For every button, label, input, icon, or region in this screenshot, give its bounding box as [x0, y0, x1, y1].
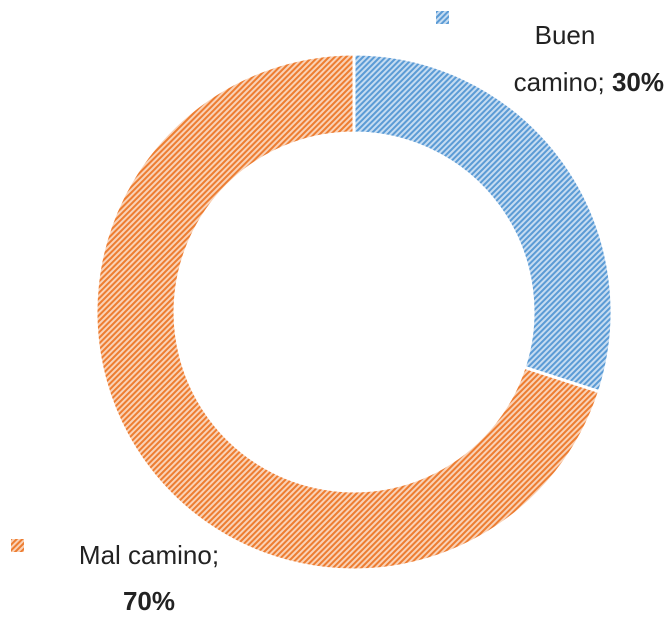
value-label: 70%: [123, 586, 175, 616]
donut-slice: [352, 52, 614, 394]
label-separator: ;: [597, 67, 604, 97]
category-label: Mal camino: [79, 540, 212, 570]
category-label: Buen: [535, 20, 596, 50]
slices: [94, 52, 614, 572]
value-label: 30%: [612, 67, 664, 97]
data-label: 70%: [123, 586, 175, 616]
legend-swatch: [436, 11, 449, 24]
data-label: Buen: [535, 20, 596, 50]
data-label: camino; 30%: [514, 67, 664, 97]
labels: Buen camino; 30% Mal camino; 70%: [11, 11, 664, 616]
category-label: camino: [514, 67, 598, 97]
data-label: Mal camino;: [79, 540, 219, 570]
legend-swatch: [11, 539, 24, 552]
donut-slice: [94, 52, 602, 572]
label-separator: ;: [212, 540, 219, 570]
